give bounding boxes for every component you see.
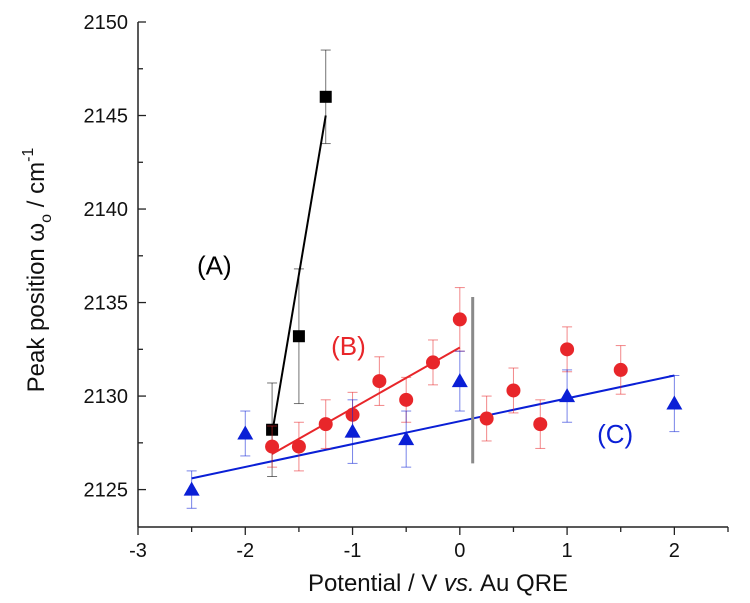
data-point-square (292, 330, 305, 343)
x-tick-label: -3 (129, 540, 147, 562)
data-point-circle (318, 417, 333, 432)
axes-layer: -3 -2 -1 0 1 2 2125 2130 2135 2140 2145 2150 (84, 12, 729, 562)
series-label-a: (A) (197, 251, 232, 281)
y-tick-label: 2145 (84, 106, 129, 128)
y-tick-label: 2130 (84, 386, 129, 408)
data-point-circle (372, 374, 387, 389)
x-axis-title: Potential / V vs. Au QRE (308, 570, 568, 597)
y-tick-label: 2125 (84, 480, 129, 502)
data-point-triangle (398, 431, 415, 446)
x-tick-label: 0 (454, 540, 465, 562)
data-point-circle (426, 355, 440, 370)
data-point-circle (533, 417, 548, 432)
data-point-triangle (451, 373, 468, 388)
y-tick-label: 2140 (84, 199, 129, 221)
data-point-circle (506, 383, 521, 398)
x-tick-label: -2 (236, 540, 254, 562)
x-tick-label: 2 (669, 540, 680, 562)
annotations: (A) (B) (C) (197, 251, 633, 449)
series-b (265, 287, 628, 472)
data-point-triangle (237, 425, 254, 440)
data-point-circle (560, 342, 575, 357)
data-point-triangle (666, 395, 683, 410)
y-tick-label: 2135 (84, 293, 129, 315)
data-point-circle (613, 362, 628, 377)
y-tick-label: 2150 (84, 12, 129, 34)
series-label-c: (C) (597, 419, 633, 449)
data-point-circle (399, 392, 414, 407)
x-tick-label: -1 (344, 540, 362, 562)
data-point-triangle (183, 481, 200, 496)
data-point-circle (265, 439, 280, 454)
data-points (183, 49, 683, 509)
data-point-square (319, 90, 332, 103)
x-tick-label: 1 (562, 540, 573, 562)
data-point-triangle (559, 388, 576, 403)
data-point-circle (452, 312, 467, 327)
data-point-triangle (344, 423, 361, 438)
data-point-circle (291, 439, 306, 454)
series-label-b: (B) (331, 331, 366, 361)
y-axis-title: Peak position ωo / cm-1 (20, 148, 55, 393)
series-c (183, 350, 683, 509)
data-point-circle (479, 411, 494, 426)
